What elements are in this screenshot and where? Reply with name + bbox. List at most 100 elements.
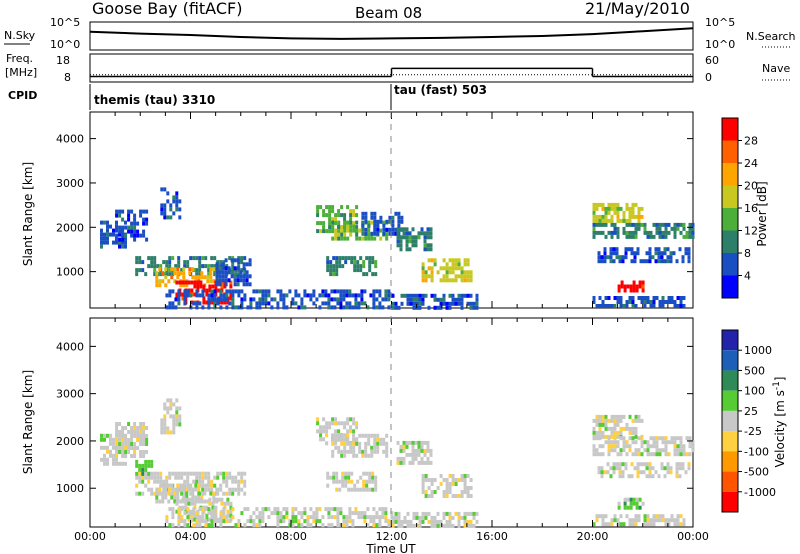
power-cell [121, 209, 125, 214]
velocity-cell [155, 495, 159, 500]
velocity-cell [153, 491, 157, 496]
velocity-cell [607, 426, 611, 431]
velocity-cell [595, 418, 599, 423]
power-cell [221, 274, 225, 279]
velocity-cell [334, 429, 338, 434]
power-cell [156, 264, 160, 269]
velocity-cell [399, 448, 403, 453]
velocity-cell [124, 438, 128, 442]
velocity-cell [198, 471, 202, 476]
power-cell [429, 231, 433, 236]
power-cell [160, 207, 164, 212]
velocity-cell [688, 436, 692, 441]
power-cell [640, 214, 644, 219]
velocity-cell [350, 471, 354, 476]
power-cell [168, 305, 172, 310]
power-cell [631, 304, 635, 308]
velocity-cell [139, 450, 143, 454]
velocity-cell [604, 440, 608, 445]
power-cell [300, 305, 304, 310]
power-cell [160, 187, 164, 192]
velocity-cell [288, 519, 292, 524]
power-cell [660, 251, 664, 256]
power-cell [133, 225, 137, 230]
velocity-cell [339, 511, 343, 516]
velocity-cell [370, 433, 374, 438]
power-cell [248, 262, 252, 267]
velocity-cell [457, 519, 461, 524]
power-cell [598, 304, 602, 308]
velocity-cell [679, 514, 683, 519]
velocity-cell [175, 414, 179, 419]
velocity-cell [204, 487, 208, 492]
velocity-cell [609, 474, 613, 479]
power-cell [675, 259, 679, 264]
velocity-cell [652, 440, 656, 445]
velocity-cell [139, 434, 143, 438]
velocity-cell [133, 454, 137, 458]
velocity-cell [368, 487, 372, 492]
velocity-cell [195, 479, 199, 484]
velocity-cell [135, 483, 139, 488]
velocity-cell [141, 467, 145, 472]
power-cell [335, 264, 339, 269]
velocity-cell [622, 414, 626, 419]
power-cell [382, 220, 386, 225]
power-cell [118, 232, 121, 237]
velocity-cell [350, 487, 354, 492]
velocity-cell [273, 511, 277, 516]
power-cell [607, 230, 611, 235]
velocity-cell [115, 446, 119, 450]
power-cell [424, 270, 428, 275]
power-cell [397, 211, 401, 216]
velocity-cell [145, 426, 149, 430]
velocity-cell [172, 414, 176, 419]
power-cell [239, 270, 243, 275]
velocity-cell [100, 457, 103, 462]
velocity-cell [363, 515, 367, 520]
power-cell [387, 289, 391, 294]
power-cell [358, 236, 362, 241]
power-cell [420, 227, 424, 232]
velocity-cell [628, 426, 632, 431]
velocity-cell [106, 433, 109, 438]
velocity-cell [124, 450, 128, 454]
velocity-cell [198, 479, 202, 484]
power-cell [613, 226, 617, 231]
power-cell [264, 301, 268, 306]
velocity-cell [353, 483, 357, 488]
power-cell [225, 305, 229, 310]
velocity-cell [343, 425, 347, 430]
velocity-cell [655, 448, 659, 453]
velocity-cell [385, 433, 389, 438]
velocity-cell [276, 523, 280, 528]
velocity-cell [652, 518, 656, 523]
velocity-cell [303, 507, 307, 512]
power-cell [664, 226, 668, 231]
velocity-cell [139, 438, 143, 442]
velocity-cell [654, 470, 658, 475]
velocity-cell [155, 487, 159, 492]
power-cell [622, 230, 626, 235]
velocity-cell [678, 462, 682, 467]
power-cell [171, 272, 175, 277]
velocity-cell [373, 445, 377, 450]
velocity-cell [375, 523, 379, 528]
power-cell [174, 264, 178, 269]
noise-right-tick-top: 10^5 [705, 16, 735, 29]
velocity-cell [331, 417, 335, 422]
velocity-cell [669, 470, 673, 475]
velocity-cell [255, 507, 259, 512]
velocity-cell [315, 519, 319, 524]
velocity-cell [603, 470, 607, 475]
velocity-cell [181, 497, 185, 502]
power-cell [239, 278, 243, 283]
power-cell [207, 268, 211, 273]
power-cell [155, 275, 159, 280]
velocity-cell [688, 440, 692, 445]
power-cell [457, 274, 461, 279]
velocity-cell [130, 430, 134, 434]
velocity-cell [178, 422, 182, 427]
velocity-cell [343, 421, 347, 426]
power-cell [309, 293, 313, 298]
